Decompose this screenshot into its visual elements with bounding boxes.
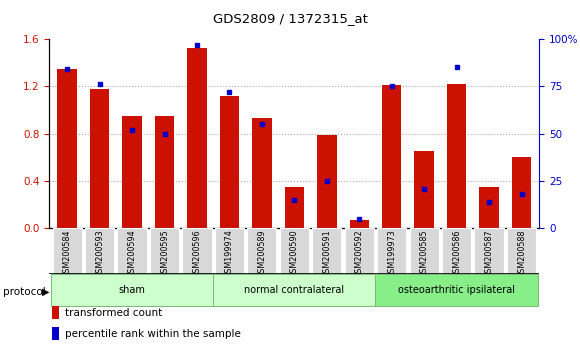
FancyBboxPatch shape bbox=[213, 274, 375, 306]
Text: GSM200592: GSM200592 bbox=[355, 229, 364, 278]
Bar bbox=[447, 84, 466, 228]
FancyBboxPatch shape bbox=[345, 228, 374, 274]
Text: GSM199974: GSM199974 bbox=[225, 229, 234, 278]
Bar bbox=[187, 48, 206, 228]
Bar bbox=[285, 187, 304, 228]
Bar bbox=[317, 135, 336, 228]
Bar bbox=[155, 116, 174, 228]
Text: GSM200593: GSM200593 bbox=[95, 229, 104, 278]
Text: percentile rank within the sample: percentile rank within the sample bbox=[65, 329, 241, 339]
FancyBboxPatch shape bbox=[247, 228, 277, 274]
Text: ▶: ▶ bbox=[42, 287, 49, 297]
FancyBboxPatch shape bbox=[507, 228, 536, 274]
Text: GSM200588: GSM200588 bbox=[517, 229, 526, 278]
Text: GSM200591: GSM200591 bbox=[322, 229, 331, 278]
FancyBboxPatch shape bbox=[150, 228, 179, 274]
Text: transformed count: transformed count bbox=[65, 308, 162, 318]
Text: GSM200595: GSM200595 bbox=[160, 229, 169, 278]
Bar bbox=[122, 116, 142, 228]
FancyBboxPatch shape bbox=[442, 228, 471, 274]
FancyBboxPatch shape bbox=[53, 228, 82, 274]
FancyBboxPatch shape bbox=[51, 274, 213, 306]
Bar bbox=[220, 96, 239, 228]
FancyBboxPatch shape bbox=[409, 228, 439, 274]
Bar bbox=[350, 220, 369, 228]
Bar bbox=[252, 118, 271, 228]
FancyBboxPatch shape bbox=[377, 228, 407, 274]
Text: normal contralateral: normal contralateral bbox=[244, 285, 345, 295]
Bar bbox=[479, 187, 499, 228]
Bar bbox=[382, 85, 401, 228]
FancyBboxPatch shape bbox=[474, 228, 503, 274]
Text: protocol: protocol bbox=[3, 287, 46, 297]
Bar bbox=[415, 152, 434, 228]
Text: GDS2809 / 1372315_at: GDS2809 / 1372315_at bbox=[212, 12, 368, 25]
Bar bbox=[512, 157, 531, 228]
Text: GSM200586: GSM200586 bbox=[452, 229, 461, 278]
FancyBboxPatch shape bbox=[85, 228, 114, 274]
FancyBboxPatch shape bbox=[182, 228, 212, 274]
FancyBboxPatch shape bbox=[118, 228, 147, 274]
Text: osteoarthritic ipsilateral: osteoarthritic ipsilateral bbox=[398, 285, 515, 295]
Text: GSM200590: GSM200590 bbox=[290, 229, 299, 278]
FancyBboxPatch shape bbox=[375, 274, 538, 306]
Text: GSM200594: GSM200594 bbox=[128, 229, 136, 278]
FancyBboxPatch shape bbox=[312, 228, 342, 274]
Bar bbox=[90, 88, 110, 228]
Text: sham: sham bbox=[119, 285, 146, 295]
Text: GSM200589: GSM200589 bbox=[258, 229, 266, 278]
FancyBboxPatch shape bbox=[215, 228, 244, 274]
Text: GSM199973: GSM199973 bbox=[387, 229, 396, 278]
Text: GSM200585: GSM200585 bbox=[420, 229, 429, 278]
Text: GSM200596: GSM200596 bbox=[193, 229, 201, 278]
Bar bbox=[57, 69, 77, 228]
Text: GSM200587: GSM200587 bbox=[485, 229, 494, 278]
FancyBboxPatch shape bbox=[280, 228, 309, 274]
Text: GSM200584: GSM200584 bbox=[63, 229, 72, 278]
